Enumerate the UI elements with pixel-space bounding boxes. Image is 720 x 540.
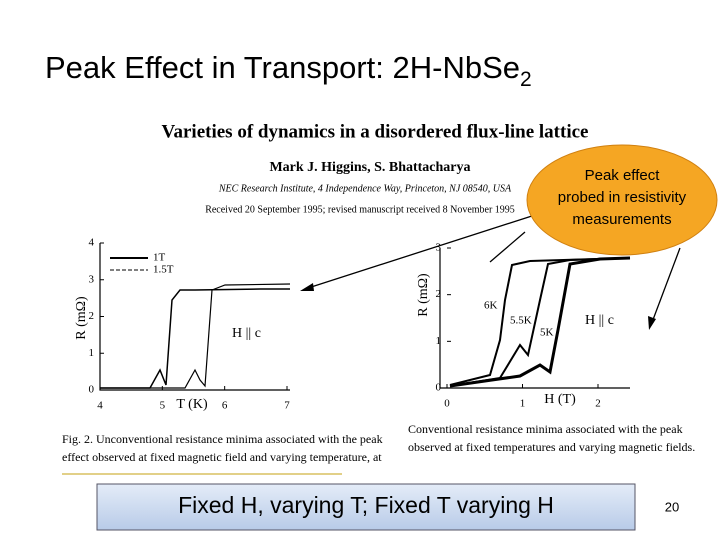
x-tick-label: 1 xyxy=(520,398,526,410)
x-tick-label: 6 xyxy=(222,400,228,412)
paper-received: Received 20 September 1995; revised manu… xyxy=(205,204,515,215)
paper-affiliation: NEC Research Institute, 4 Independence W… xyxy=(218,183,512,194)
curve xyxy=(449,256,631,388)
left-plot: R (mΩ) T (K) 1T 1.5T H || c 0 1 2 3 4 4 5 6 7 xyxy=(74,237,290,413)
y-tick-label: 2 xyxy=(89,310,95,322)
curve-label: 5.5K xyxy=(510,315,532,327)
callout-line: Peak effect xyxy=(585,167,661,184)
x-tick-label: 5 xyxy=(160,400,166,412)
x-tick-label: 4 xyxy=(97,400,103,412)
legend-label: 1T xyxy=(153,252,166,264)
y-tick-label: 3 xyxy=(436,242,442,254)
caption-line: Fig. 2. Unconventional resistance minima… xyxy=(62,432,383,446)
title-subscript: 2 xyxy=(520,68,532,91)
annotation: H || c xyxy=(232,326,261,341)
callout-text: Peak effect probed in resistivity measurem… xyxy=(558,167,687,228)
page-number: 20 xyxy=(665,499,679,514)
curve xyxy=(100,283,291,389)
y-tick-label: 0 xyxy=(89,384,95,396)
x-tick-label: 7 xyxy=(284,400,290,412)
paper-title: Varieties of dynamics in a disordered fl… xyxy=(162,121,589,142)
x-tick-label: 0 xyxy=(444,398,450,410)
title-text: Peak Effect in Transport: 2H-NbSe xyxy=(45,50,520,85)
y-tick-label: 3 xyxy=(89,273,95,285)
caption-line: observed at fixed temperatures and varyi… xyxy=(408,440,695,454)
right-axes xyxy=(439,248,630,389)
curve xyxy=(100,288,290,389)
y-axis-label: R (mΩ) xyxy=(416,273,431,317)
x-axis-label: T (K) xyxy=(176,397,208,412)
x-axis-label: H (T) xyxy=(544,392,576,407)
paper-authors: Mark J. Higgins, S. Bhattacharya xyxy=(269,160,470,175)
slide-title: Peak Effect in Transport: 2H-NbSe2 xyxy=(45,50,532,90)
arrows xyxy=(304,214,681,326)
x-tick-label: 2 xyxy=(595,398,601,410)
legend-label: 1.5T xyxy=(153,264,174,276)
footer-box xyxy=(96,483,636,531)
y-axis-label: R (mΩ) xyxy=(74,296,89,340)
y-tick-label: 1 xyxy=(89,347,95,359)
curve-label: 6K xyxy=(484,300,498,312)
callout-line: probed in resistivity xyxy=(558,189,687,206)
y-tick-label: 2 xyxy=(436,288,442,300)
y-tick-label: 4 xyxy=(89,237,95,249)
caption-line: effect observed at fixed magnetic field … xyxy=(62,450,382,464)
annotation: H || c xyxy=(585,313,614,328)
captions: Fig. 2. Unconventional resistance minima… xyxy=(62,422,695,464)
arrowheads xyxy=(300,283,656,330)
caption-line: Conventional resistance minima associate… xyxy=(408,422,683,436)
y-tick-label: 0 xyxy=(436,382,442,394)
callout-line: measurements xyxy=(572,211,671,228)
curve-label: 5K xyxy=(540,327,554,339)
curve xyxy=(449,257,631,386)
right-plot: R (mΩ) H (T) 6K 5.5K 5K H || c 0 1 2 3 0 1 2 xyxy=(416,242,631,410)
curve xyxy=(449,257,631,387)
y-tick-label: 1 xyxy=(436,335,442,347)
callout-bubble xyxy=(526,144,718,256)
footer-text: Fixed H, varying T; Fixed T varying H xyxy=(178,492,554,518)
